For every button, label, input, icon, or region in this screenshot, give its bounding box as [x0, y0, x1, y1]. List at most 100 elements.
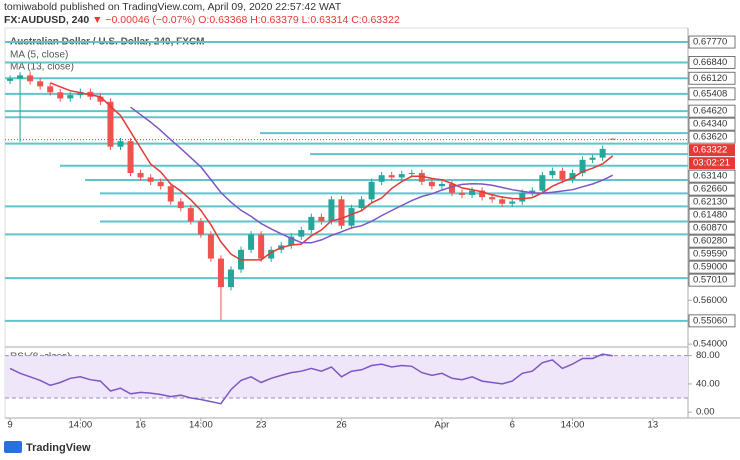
candle-body — [298, 230, 305, 237]
candle-body — [288, 236, 295, 246]
y-tick-label: 0.63140 — [693, 171, 727, 182]
publisher-line: tomiwabold published on TradingView.com,… — [4, 1, 342, 13]
candle-body — [167, 186, 174, 202]
brand: TradingView — [26, 442, 91, 454]
rsi-line — [9, 353, 613, 405]
level-label-bg — [688, 35, 736, 49]
candle-body — [227, 269, 235, 288]
candle-body — [569, 173, 576, 180]
candle-body — [57, 92, 64, 99]
y-tick-label: 0.59590 — [693, 249, 727, 260]
candle-body — [408, 173, 415, 175]
candle-body — [47, 86, 54, 93]
level-label-bg — [688, 208, 736, 222]
candle-body — [529, 190, 536, 193]
candle-body — [348, 208, 355, 226]
candle-body — [398, 174, 405, 178]
candle-body — [77, 91, 84, 96]
y-tick-label: 0.60280 — [693, 236, 727, 247]
ma-line — [130, 106, 614, 244]
y-tick-label: 0.57010 — [693, 275, 727, 286]
level-label-bg — [688, 56, 736, 69]
candle-body — [268, 249, 275, 259]
x-tick-label: 16 — [135, 420, 146, 431]
x-tick-label: 14:00 — [68, 420, 92, 431]
x-tick-label: 14:00 — [189, 420, 213, 431]
candle-body — [428, 181, 435, 187]
candle-body — [609, 138, 616, 140]
candle-body — [509, 201, 516, 204]
candle-body — [458, 192, 466, 195]
candle-body — [448, 183, 455, 193]
y-tick-label: 0.63322 — [693, 145, 727, 156]
candle-body — [318, 216, 325, 222]
y-tick-label: 0.59000 — [693, 262, 727, 273]
level-label-bg — [688, 234, 736, 248]
rsi-tick-label: 40.00 — [696, 378, 720, 389]
candle-body — [358, 199, 365, 209]
level-label-bg — [688, 87, 736, 101]
logo — [4, 441, 22, 453]
candle-body — [37, 81, 44, 87]
candle-body — [7, 78, 14, 81]
rsi-tick-label: 0.00 — [696, 407, 715, 418]
y-tick-label: 03:02:21 — [693, 158, 730, 169]
candle-body — [469, 190, 476, 195]
candle-body — [559, 170, 566, 180]
candle-body — [157, 181, 164, 187]
x-tick-label: 26 — [336, 420, 347, 431]
legend-entry: MA (5, close) — [10, 50, 68, 61]
level-label-bg — [688, 260, 736, 274]
candle-body — [248, 234, 255, 250]
y-tick-label: 0.62130 — [693, 197, 727, 208]
x-tick-label: Apr — [435, 420, 450, 431]
level-label-bg — [688, 182, 736, 196]
candle-body — [388, 175, 395, 178]
y-tick-label: 0.62660 — [693, 184, 727, 195]
candle-body — [117, 141, 124, 147]
rsi-band — [5, 355, 688, 399]
y-tick-label: 0.66840 — [693, 57, 727, 68]
x-tick-label: 13 — [648, 420, 659, 431]
y-tick-label: 0.64340 — [693, 119, 727, 130]
y-tick-label: 0.60870 — [693, 223, 727, 234]
candle-body — [338, 199, 345, 226]
level-label-bg — [688, 273, 736, 287]
candle-body — [589, 157, 596, 160]
ohlc: O:0.63368 H:0.63379 L:0.63314 C:0.63322 — [198, 14, 400, 26]
candle-body — [27, 75, 34, 82]
y-tick-label: 0.67770 — [693, 37, 727, 48]
candle-body — [67, 95, 74, 99]
y-tick-label: 0.54000 — [693, 339, 727, 350]
change: ▼ −0.00046 (−0.07%) — [92, 14, 196, 26]
candle-body — [217, 258, 224, 288]
candle-body — [418, 173, 425, 182]
candle-body — [519, 192, 526, 202]
ma-line — [49, 82, 614, 261]
y-tick-label: 0.65408 — [693, 88, 727, 99]
candle-body — [579, 159, 586, 174]
level-label-bg — [688, 117, 736, 131]
candle-body — [489, 197, 496, 200]
x-tick-label: 6 — [510, 420, 515, 431]
candle-body — [549, 170, 556, 176]
candle-body — [97, 96, 104, 102]
candle-body — [258, 234, 265, 259]
level-label-bg — [688, 247, 736, 261]
level-label-bg — [688, 221, 736, 235]
x-tick-label: 14:00 — [561, 420, 585, 431]
level-label-bg — [688, 130, 736, 144]
x-tick-label: 9 — [7, 420, 12, 431]
candle-body — [479, 190, 486, 198]
level-label-bg — [688, 104, 736, 118]
x-tick-label: 23 — [256, 420, 267, 431]
candle-body — [137, 173, 144, 178]
y-tick-label: 0.56000 — [693, 295, 727, 306]
y-tick-label: 0.61480 — [693, 210, 727, 221]
price-label-bg — [689, 157, 735, 170]
candle-body — [499, 199, 506, 204]
y-tick-label: 0.64620 — [693, 106, 727, 117]
level-label-bg — [688, 71, 736, 85]
